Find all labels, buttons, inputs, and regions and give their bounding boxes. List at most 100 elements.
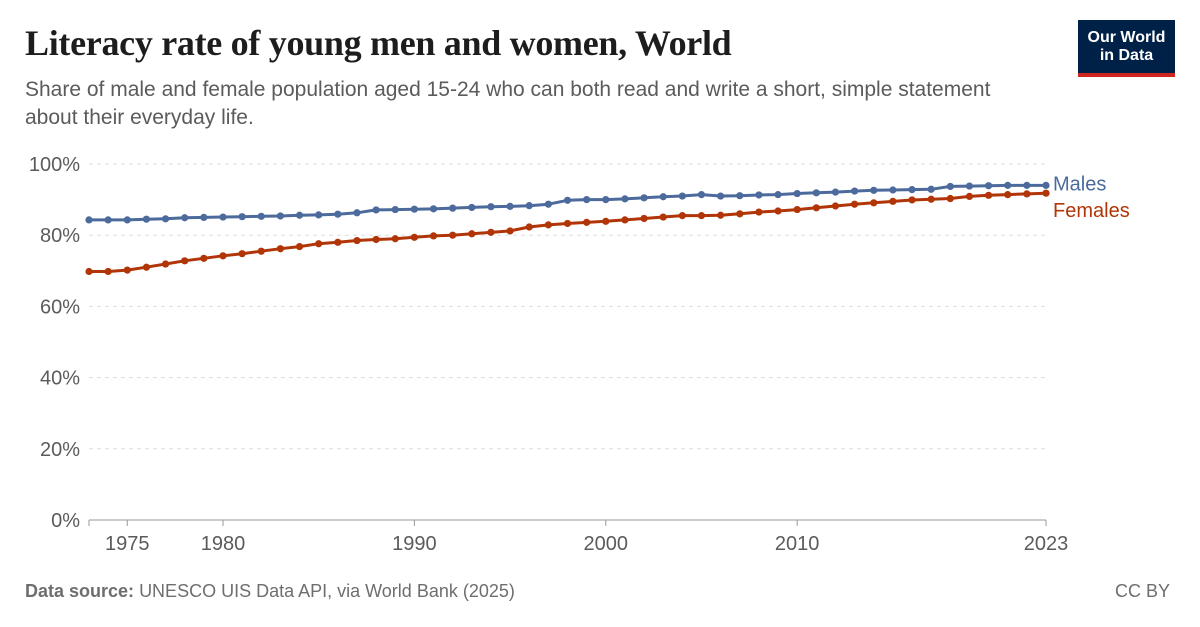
point-males-2010	[793, 189, 801, 198]
point-males-2022	[1023, 181, 1031, 189]
point-males-2020	[984, 182, 993, 190]
point-males-1977	[161, 215, 170, 223]
point-females-1973	[85, 267, 93, 276]
point-males-1980	[219, 213, 227, 221]
point-males-2007	[736, 192, 744, 200]
point-females-1988	[372, 235, 380, 244]
point-females-1983	[276, 245, 284, 253]
chart-title: Literacy rate of young men and women, Wo…	[25, 23, 732, 63]
point-females-1985	[315, 240, 323, 248]
point-females-1984	[295, 242, 304, 251]
point-males-2003	[659, 193, 667, 201]
y-tick-label-100: 100%	[29, 154, 80, 176]
y-gridlines	[89, 163, 1046, 450]
point-males-1982	[257, 212, 265, 220]
point-males-1974	[104, 216, 112, 224]
point-females-2009	[774, 207, 782, 215]
point-males-1993	[468, 203, 476, 212]
point-males-1985	[315, 211, 323, 219]
point-males-1987	[353, 209, 361, 217]
series-line-females	[89, 191, 1047, 273]
point-males-1986	[334, 210, 342, 218]
point-females-1980	[219, 252, 227, 260]
x-tick-label-2023: 2023	[1024, 533, 1069, 555]
point-females-2003	[659, 213, 667, 221]
y-tick-label-0: 0%	[51, 510, 80, 532]
point-females-2013	[851, 200, 859, 208]
point-females-1982	[257, 247, 265, 255]
point-males-1983	[276, 212, 284, 220]
data-source-label: Data source:	[25, 581, 135, 601]
point-females-1981	[238, 250, 246, 258]
point-females-1996	[525, 223, 533, 231]
point-females-1990	[410, 233, 418, 241]
x-tick-label-1975: 1975	[105, 533, 150, 555]
point-males-2016	[908, 186, 916, 194]
point-males-2006	[717, 192, 725, 200]
point-males-1998	[563, 196, 572, 204]
point-males-1984	[295, 211, 304, 219]
x-tick-label-1980: 1980	[201, 533, 246, 555]
point-males-1997	[544, 200, 552, 208]
x-tick-label-2000: 2000	[584, 533, 629, 555]
point-females-1995	[506, 227, 514, 235]
data-source: Data source: UNESCO UIS Data API, via Wo…	[25, 581, 515, 602]
point-males-1978	[181, 214, 189, 222]
y-tick-label-40: 40%	[40, 368, 80, 390]
point-females-1979	[200, 254, 208, 262]
point-males-2014	[870, 186, 878, 194]
point-females-2000	[602, 217, 610, 225]
series-labels: Males Females	[1053, 173, 1130, 222]
x-tick-label-2010: 2010	[775, 533, 820, 555]
point-males-2002	[640, 194, 648, 202]
point-females-2023	[1042, 189, 1050, 197]
data-source-text[interactable]: UNESCO UIS Data API, via World Bank (202…	[139, 581, 515, 601]
point-females-2004	[678, 212, 686, 220]
point-males-1996	[525, 202, 533, 210]
y-axis-tick-labels: 0% 20% 40% 60% 80% 100%	[29, 154, 80, 532]
point-females-2005	[697, 212, 706, 220]
point-females-2001	[621, 216, 629, 224]
point-females-1974	[104, 267, 112, 276]
point-females-1975	[123, 266, 131, 274]
point-males-2017	[927, 185, 935, 193]
point-females-1993	[468, 230, 476, 238]
point-males-1976	[142, 215, 151, 223]
point-males-2009	[774, 191, 782, 199]
point-males-1999	[583, 196, 591, 204]
license-link[interactable]: CC BY	[1114, 581, 1170, 601]
point-females-2018	[946, 194, 954, 203]
point-females-1991	[429, 232, 438, 240]
point-females-2017	[927, 195, 935, 203]
logo-line-1: Our World	[1087, 28, 1166, 46]
point-males-2018	[946, 182, 954, 191]
chart-subtitle: Share of male and female population aged…	[25, 78, 991, 129]
point-males-1979	[200, 213, 208, 221]
point-females-2011	[812, 204, 820, 212]
point-males-2021	[1004, 181, 1012, 189]
point-males-1992	[449, 204, 457, 212]
point-males-2008	[755, 191, 763, 199]
point-females-1986	[334, 238, 342, 246]
point-females-1987	[353, 236, 361, 245]
owid-logo[interactable]: Our World in Data	[1078, 20, 1175, 77]
point-males-2013	[851, 187, 859, 195]
point-females-1978	[181, 257, 189, 265]
point-females-2012	[831, 202, 840, 210]
point-females-1998	[563, 219, 572, 228]
point-females-2006	[717, 211, 725, 219]
point-males-1973	[85, 216, 93, 224]
point-females-1999	[583, 218, 591, 226]
point-males-2005	[697, 191, 706, 199]
point-females-1994	[487, 228, 495, 236]
point-females-1976	[142, 263, 151, 271]
point-females-2014	[870, 199, 878, 207]
point-females-2015	[889, 197, 897, 205]
logo-line-2: in Data	[1099, 46, 1154, 64]
point-males-1991	[429, 205, 438, 213]
point-males-2019	[965, 182, 974, 190]
point-males-1975	[123, 216, 131, 224]
point-females-1989	[391, 235, 399, 243]
point-males-1990	[410, 205, 418, 213]
